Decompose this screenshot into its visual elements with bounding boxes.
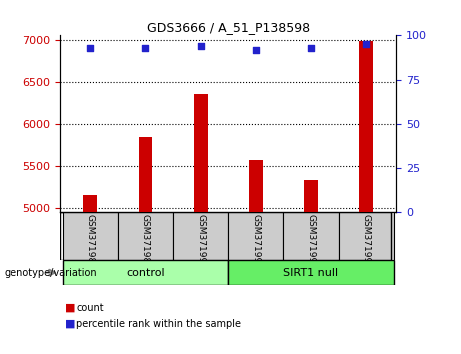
Bar: [359, 41, 373, 354]
Text: GSM371992: GSM371992: [307, 214, 315, 269]
Bar: [304, 181, 318, 354]
Bar: [228, 260, 394, 285]
Bar: [173, 212, 228, 260]
Text: genotype/variation: genotype/variation: [5, 268, 97, 278]
Point: [142, 45, 149, 51]
Text: percentile rank within the sample: percentile rank within the sample: [76, 319, 241, 329]
Text: SIRT1 null: SIRT1 null: [284, 268, 338, 278]
Bar: [83, 195, 97, 354]
Point: [307, 45, 315, 51]
Bar: [338, 212, 394, 260]
Text: GSM371993: GSM371993: [361, 214, 371, 269]
Text: count: count: [76, 303, 104, 313]
Text: control: control: [126, 268, 165, 278]
Text: GSM371991: GSM371991: [251, 214, 260, 269]
Point: [362, 41, 370, 47]
Bar: [284, 212, 338, 260]
Text: ■: ■: [65, 303, 75, 313]
Point: [87, 45, 94, 51]
Text: ■: ■: [65, 319, 75, 329]
Bar: [194, 93, 207, 354]
Bar: [228, 212, 284, 260]
Bar: [63, 260, 228, 285]
Title: GDS3666 / A_51_P138598: GDS3666 / A_51_P138598: [147, 21, 310, 34]
Text: GSM371989: GSM371989: [141, 214, 150, 269]
Point: [197, 43, 204, 49]
Bar: [139, 137, 152, 354]
Bar: [63, 212, 118, 260]
Bar: [249, 160, 263, 354]
Bar: [118, 212, 173, 260]
Text: GSM371990: GSM371990: [196, 214, 205, 269]
Text: GSM371988: GSM371988: [86, 214, 95, 269]
Point: [252, 47, 260, 52]
